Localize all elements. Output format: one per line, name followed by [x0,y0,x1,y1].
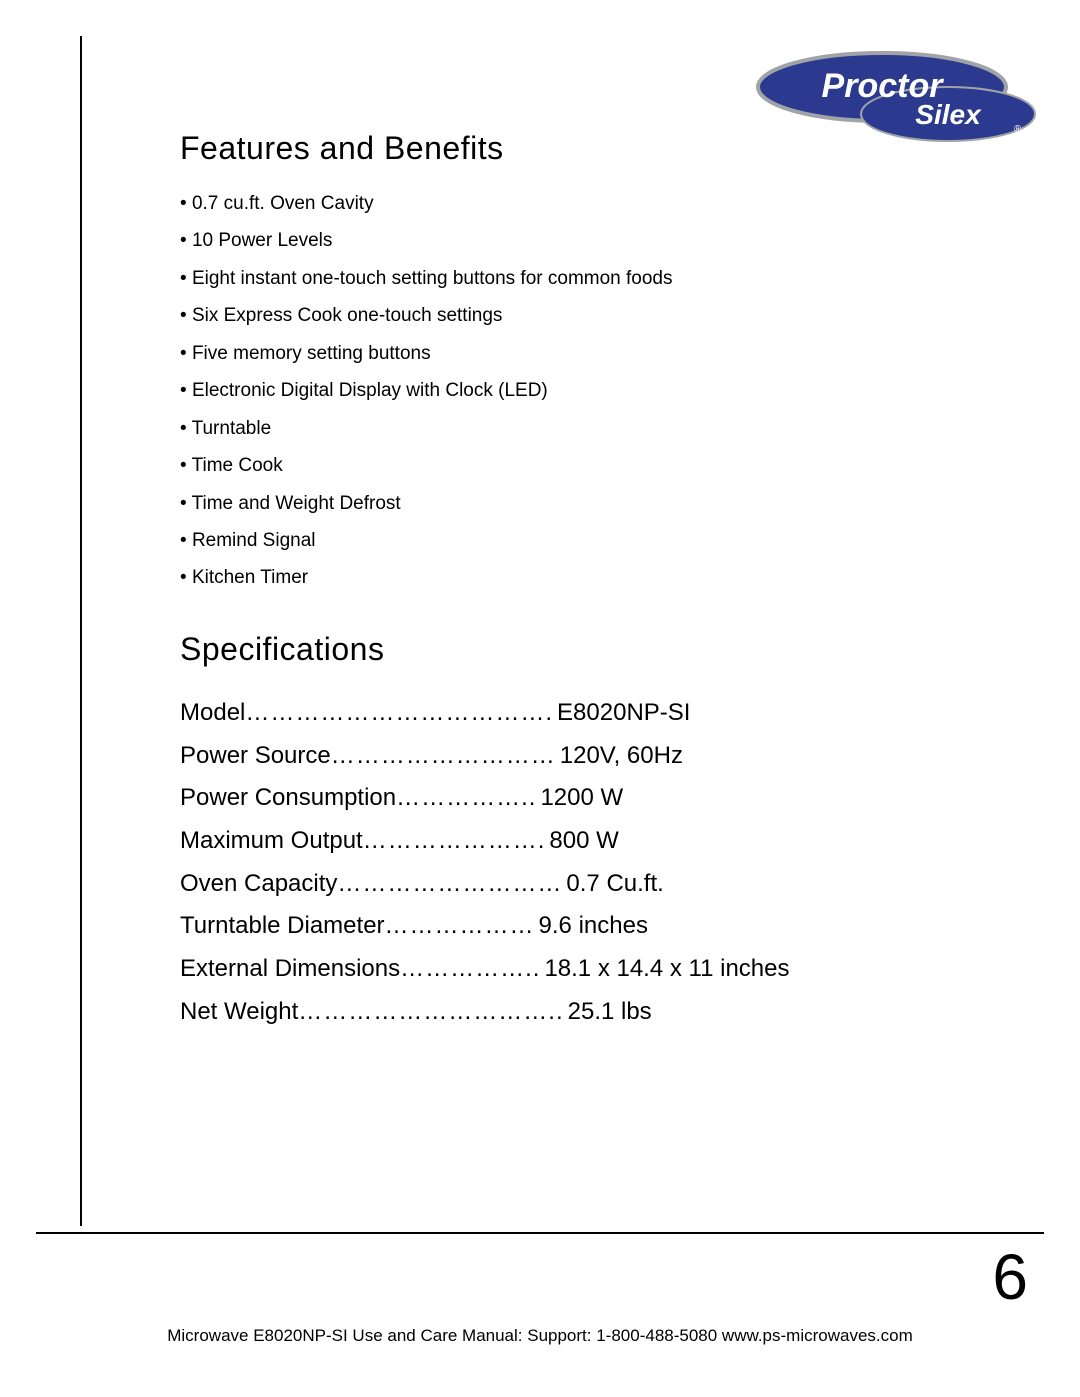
feature-item: Eight instant one-touch setting buttons … [180,260,1000,297]
vertical-rule [80,36,82,1226]
spec-label: Oven Capacity [180,863,337,906]
feature-item: Six Express Cook one-touch settings [180,297,1000,334]
spec-label: External Dimensions [180,948,400,991]
spec-value: 1200 W [540,777,623,820]
horizontal-rule [36,1232,1044,1234]
spec-label: Power Consumption [180,777,396,820]
spec-row: Turntable Diameter ……………… 9.6 inches [180,905,1000,948]
spec-value: 120V, 60Hz [560,735,683,778]
spec-row: Power Consumption …………….. 1200 W [180,777,1000,820]
feature-item: 0.7 cu.ft. Oven Cavity [180,185,1000,222]
spec-row: External Dimensions …………….. 18.1 x 14.4 … [180,948,1000,991]
spec-label: Turntable Diameter [180,905,385,948]
feature-item: Time Cook [180,447,1000,484]
spec-dots: ………………………………. [245,692,553,735]
spec-value: 18.1 x 14.4 x 11 inches [544,948,789,991]
spec-dots: ………………………….. [298,991,563,1034]
page-number: 6 [992,1240,1028,1314]
spec-label: Power Source [180,735,331,778]
feature-item: Time and Weight Defrost [180,485,1000,522]
feature-item: Electronic Digital Display with Clock (L… [180,372,1000,409]
spec-list: Model ………………………………. E8020NP-SI Power Sou… [180,692,1000,1034]
spec-row: Oven Capacity ……………………… 0.7 Cu.ft. [180,863,1000,906]
features-list: 0.7 cu.ft. Oven Cavity 10 Power Levels E… [180,185,1000,597]
spec-dots: …………….. [396,777,536,820]
page: Proctor Silex ® Features and Benefits 0.… [0,0,1080,1397]
spec-row: Power Source ……………………… 120V, 60Hz [180,735,1000,778]
svg-text:®: ® [1014,124,1022,135]
spec-dots: ……………… [385,905,535,948]
features-heading: Features and Benefits [180,130,1000,167]
feature-item: Remind Signal [180,522,1000,559]
spec-label: Model [180,692,245,735]
feature-item: Five memory setting buttons [180,335,1000,372]
spec-value: 0.7 Cu.ft. [566,863,663,906]
spec-value: 25.1 lbs [568,991,652,1034]
footer-text: Microwave E8020NP-SI Use and Care Manual… [0,1326,1080,1346]
svg-text:Silex: Silex [915,99,982,130]
spec-row: Maximum Output …………………. 800 W [180,820,1000,863]
feature-item: 10 Power Levels [180,222,1000,259]
spec-label: Net Weight [180,991,298,1034]
spec-dots: …………….. [400,948,540,991]
feature-item: Turntable [180,410,1000,447]
spec-value: 800 W [549,820,618,863]
spec-dots: ……………………… [331,735,556,778]
spec-dots: …………………. [363,820,546,863]
spec-label: Maximum Output [180,820,363,863]
content-area: Features and Benefits 0.7 cu.ft. Oven Ca… [180,130,1000,1034]
spec-value: 9.6 inches [539,905,648,948]
spec-dots: ……………………… [337,863,562,906]
specs-heading: Specifications [180,631,1000,668]
spec-value: E8020NP-SI [557,692,690,735]
spec-row: Model ………………………………. E8020NP-SI [180,692,1000,735]
feature-item: Kitchen Timer [180,559,1000,596]
spec-row: Net Weight ………………………….. 25.1 lbs [180,991,1000,1034]
